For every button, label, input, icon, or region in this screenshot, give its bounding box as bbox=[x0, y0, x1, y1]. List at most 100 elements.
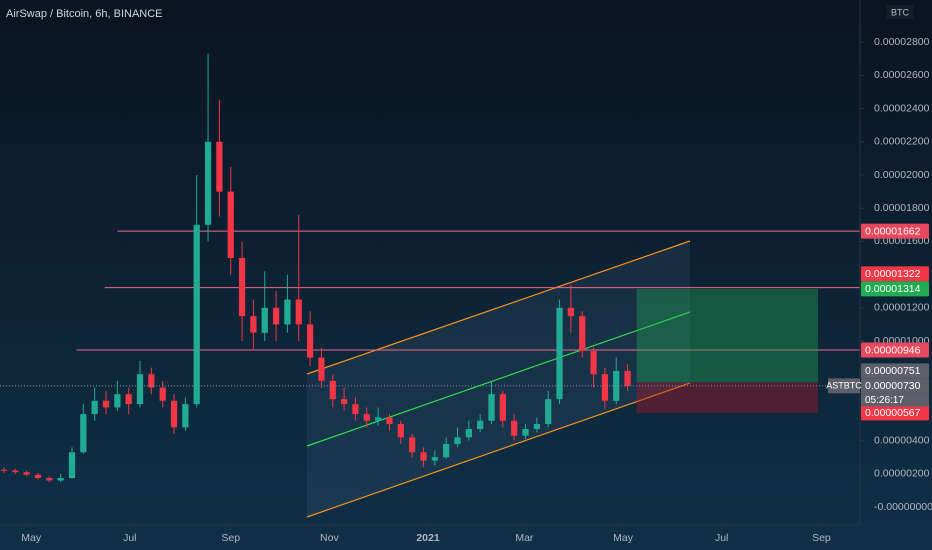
candle-body bbox=[114, 394, 121, 408]
x-tick-label: Sep bbox=[221, 532, 240, 544]
candle-body bbox=[590, 350, 597, 375]
x-tick-label: Nov bbox=[320, 532, 339, 544]
price-label: 0.00000751 bbox=[865, 365, 921, 377]
candle-body bbox=[329, 380, 336, 400]
price-label: 0.00001314 bbox=[865, 283, 921, 295]
candle-body bbox=[522, 429, 529, 436]
plot bbox=[0, 53, 860, 483]
candle-body bbox=[499, 394, 506, 421]
candle-body bbox=[318, 357, 325, 381]
price-label-box bbox=[861, 223, 929, 239]
y-tick-label: 0.00000400 bbox=[874, 434, 930, 446]
price-label-box bbox=[861, 342, 929, 358]
candle-body bbox=[46, 478, 53, 481]
chart-title: AirSwap / Bitcoin, 6h, BINANCE bbox=[6, 8, 163, 20]
candle-body bbox=[431, 457, 438, 461]
y-tick-label: 0.00000200 bbox=[874, 468, 930, 480]
candle-body bbox=[352, 404, 359, 415]
candle-body bbox=[227, 191, 234, 259]
candle-body bbox=[306, 324, 314, 358]
candle-body bbox=[216, 141, 223, 192]
candle-body bbox=[204, 141, 212, 225]
y-tick-label: 0.00002000 bbox=[874, 169, 930, 181]
candle-body bbox=[125, 394, 132, 405]
candle-body bbox=[511, 420, 518, 436]
candle-body bbox=[238, 258, 246, 317]
candle-body bbox=[34, 474, 42, 479]
candle-body bbox=[23, 472, 30, 475]
candle-body bbox=[397, 424, 404, 438]
symbol-tag-box bbox=[828, 378, 860, 394]
x-tick-label: Jul bbox=[715, 532, 728, 544]
price-label-box bbox=[861, 266, 929, 282]
candle-body bbox=[601, 374, 609, 401]
countdown: 05:26:17 bbox=[865, 395, 904, 406]
candle-body bbox=[91, 400, 98, 415]
candle-body bbox=[193, 224, 200, 405]
channel-mid bbox=[306, 311, 691, 447]
candle-body bbox=[102, 400, 110, 408]
candle-body bbox=[579, 316, 586, 351]
candle-body bbox=[545, 399, 552, 425]
candle-body bbox=[12, 470, 19, 473]
x-tick-label: May bbox=[613, 532, 634, 544]
candle-body bbox=[159, 387, 166, 401]
y-tick-label: 0.00001800 bbox=[874, 202, 930, 214]
candle-body bbox=[477, 420, 484, 430]
position-profit bbox=[636, 288, 819, 383]
candle-body bbox=[488, 394, 495, 421]
candle-body bbox=[68, 452, 76, 479]
x-tick-label: 2021 bbox=[416, 532, 440, 544]
candle-body bbox=[170, 400, 178, 428]
channel-lower bbox=[306, 382, 691, 518]
candle-body bbox=[556, 307, 563, 400]
candle-body bbox=[340, 399, 348, 405]
candle-body bbox=[465, 429, 472, 438]
price-label-box bbox=[861, 378, 929, 394]
candle-body bbox=[409, 437, 416, 453]
currency: BTC bbox=[891, 7, 910, 17]
candle-body bbox=[57, 478, 64, 481]
currency-box bbox=[886, 5, 914, 19]
y-tick-label: 0.00002200 bbox=[874, 136, 930, 148]
candle-body bbox=[420, 452, 427, 461]
y-tick-label: 0.00002400 bbox=[874, 102, 930, 114]
y-tick-label: 0.00001200 bbox=[874, 302, 930, 314]
candle-body bbox=[0, 469, 8, 471]
x-tick-label: May bbox=[21, 532, 42, 544]
x-tick-label: Mar bbox=[515, 532, 534, 544]
price-label: 0.00000730 bbox=[865, 380, 921, 392]
y-tick-label: 0.00002600 bbox=[874, 69, 930, 81]
candle-body bbox=[624, 370, 631, 386]
y-tick-label: -0.00000000 bbox=[874, 501, 932, 513]
price-label: 0.00000567 bbox=[865, 407, 921, 419]
candle-body bbox=[613, 370, 620, 401]
candle-body bbox=[375, 417, 382, 421]
symbol-tag: ASTBTC bbox=[826, 381, 862, 391]
channel-upper bbox=[306, 240, 691, 375]
candle-body bbox=[272, 307, 280, 325]
price-label-box bbox=[861, 281, 929, 297]
price-label: 0.00000946 bbox=[865, 344, 921, 356]
price-label: 0.00001322 bbox=[865, 268, 921, 280]
candle-body bbox=[250, 316, 257, 333]
price-label: 0.00001662 bbox=[865, 225, 921, 237]
candle-body bbox=[454, 437, 461, 444]
position-loss bbox=[636, 382, 819, 413]
price-label-box bbox=[861, 363, 929, 379]
candle-body bbox=[363, 414, 370, 421]
countdown-box bbox=[861, 393, 929, 407]
candle-body bbox=[80, 414, 87, 453]
candle-body bbox=[284, 299, 291, 325]
candle-body bbox=[261, 307, 268, 333]
candle-body bbox=[136, 374, 144, 405]
candle-body bbox=[182, 404, 189, 428]
x-tick-label: Sep bbox=[812, 532, 831, 544]
candle-body bbox=[443, 443, 450, 458]
candle-body bbox=[533, 424, 540, 430]
price-label-box bbox=[861, 405, 929, 421]
candle-body bbox=[295, 299, 302, 325]
candle-body bbox=[148, 374, 155, 388]
